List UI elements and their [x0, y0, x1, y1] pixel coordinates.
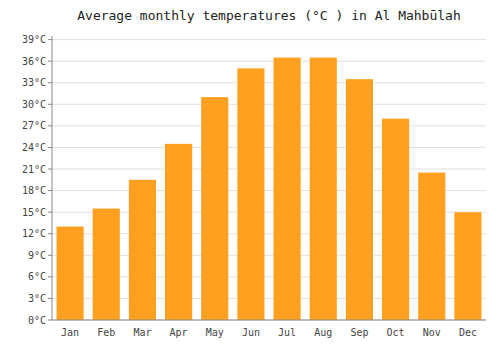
y-tick: [48, 320, 52, 321]
y-tick-label: 3°C: [28, 293, 46, 304]
y-tick-label: 0°C: [28, 315, 46, 326]
x-axis: Jan Feb Mar Apr May Jun Jul Aug Sep Oct Nov Dec: [61, 327, 477, 338]
x-tick-label: Aug: [314, 327, 332, 338]
chart: Average monthly temperatures (°C ) in Al…: [0, 0, 500, 350]
y-tick: [48, 104, 52, 105]
y-tick: [48, 190, 52, 191]
y-tick: [48, 255, 52, 256]
x-tick-label: Sep: [350, 327, 368, 338]
bar: [129, 180, 156, 320]
y-tick: [48, 233, 52, 234]
grid-line: [52, 320, 486, 321]
bar: [418, 173, 445, 320]
x-axis-line: [52, 320, 486, 321]
x-tick-label: Apr: [170, 327, 188, 338]
y-tick: [48, 147, 52, 148]
y-tick: [48, 61, 52, 62]
x-tick-label: Nov: [423, 327, 441, 338]
grid-line: [52, 125, 486, 126]
grid-line: [52, 169, 486, 170]
grid-line: [52, 39, 486, 40]
y-tick-label: 15°C: [22, 207, 46, 218]
bar: [274, 58, 301, 320]
y-tick: [48, 298, 52, 299]
y-tick: [48, 276, 52, 277]
y-tick: [48, 169, 52, 170]
bar: [310, 58, 337, 320]
y-tick-label: 39°C: [22, 34, 46, 45]
x-tick-label: Jul: [278, 327, 296, 338]
y-tick-label: 21°C: [22, 164, 46, 175]
y-tick-label: 36°C: [22, 56, 46, 67]
bar: [93, 209, 120, 320]
grid-line: [52, 104, 486, 105]
bar: [201, 97, 228, 320]
bar: [346, 79, 373, 320]
x-tick-label: Jun: [242, 327, 260, 338]
y-tick: [48, 39, 52, 40]
x-tick-label: Mar: [133, 327, 151, 338]
y-tick-label: 18°C: [22, 185, 46, 196]
bar: [165, 144, 192, 320]
y-tick: [48, 212, 52, 213]
y-tick: [48, 125, 52, 126]
y-tick-label: 30°C: [22, 99, 46, 110]
x-tick-label: Jan: [61, 327, 79, 338]
y-axis-line: [52, 36, 53, 320]
title: Average monthly temperatures (°C ) in Al…: [77, 8, 461, 23]
y-tick-label: 12°C: [22, 228, 46, 239]
bar: [454, 212, 481, 320]
grid-line: [52, 61, 486, 62]
y-tick-label: 33°C: [22, 77, 46, 88]
grid-line: [52, 147, 486, 148]
bar: [237, 68, 264, 320]
y-tick-label: 6°C: [28, 271, 46, 282]
bar: [57, 227, 84, 320]
x-tick-label: Dec: [459, 327, 477, 338]
grid-line: [52, 82, 486, 83]
x-tick-label: May: [206, 327, 224, 338]
bars: [57, 58, 482, 320]
x-tick-label: Oct: [387, 327, 405, 338]
y-tick-label: 24°C: [22, 142, 46, 153]
x-tick-label: Feb: [97, 327, 115, 338]
y-axis: 0°C 3°C 6°C 9°C 12°C 15°C 18°C 21°C 24°C 27°C 30°C…: [22, 34, 486, 325]
y-tick-label: 27°C: [22, 120, 46, 131]
y-tick: [48, 82, 52, 83]
y-tick-label: 9°C: [28, 250, 46, 261]
bar: [382, 119, 409, 320]
